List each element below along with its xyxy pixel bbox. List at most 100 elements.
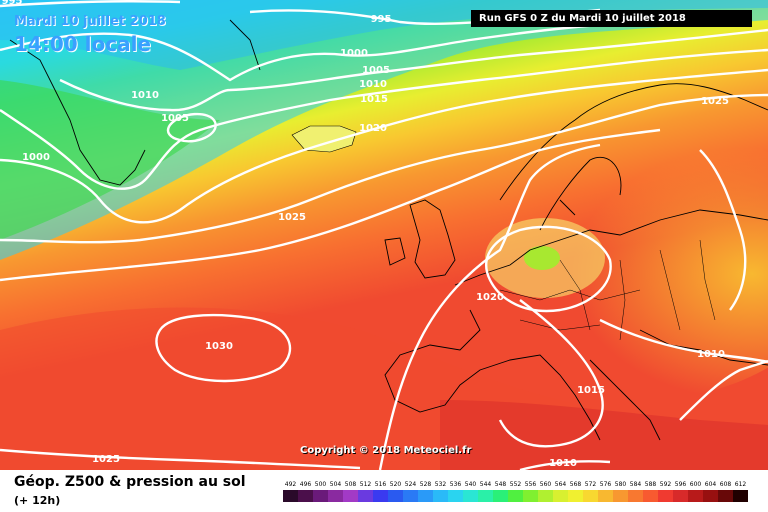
- legend-value: 492: [285, 481, 297, 488]
- legend-swatch: [373, 490, 388, 502]
- legend-swatch: [583, 490, 598, 502]
- legend-swatch: [313, 490, 328, 502]
- legend-value: 552: [510, 481, 522, 488]
- footer-subtitle: (+ 12h): [14, 494, 61, 507]
- legend-value: 568: [570, 481, 582, 488]
- legend-swatch: [628, 490, 643, 502]
- legend-value: 496: [300, 481, 312, 488]
- low-core: [524, 246, 560, 270]
- legend-swatch: [433, 490, 448, 502]
- isobar-label: 1015: [360, 94, 388, 105]
- blue-zone: [0, 0, 768, 70]
- isobar-label: 1015: [577, 385, 605, 396]
- isobar-label: 1010: [131, 90, 159, 101]
- isobar-label: 1020: [476, 292, 504, 303]
- legend-swatch: [688, 490, 703, 502]
- isobar-label: 1010: [359, 79, 387, 90]
- legend-swatch: [403, 490, 418, 502]
- legend-swatch: [598, 490, 613, 502]
- legend-value: 516: [375, 481, 387, 488]
- legend-value: 600: [690, 481, 702, 488]
- legend-value: 580: [615, 481, 627, 488]
- legend-swatch: [298, 490, 313, 502]
- legend-value: 576: [600, 481, 612, 488]
- iceland: [291, 125, 357, 153]
- isobar-label: 1010: [697, 349, 725, 360]
- legend-value: 604: [705, 481, 717, 488]
- scandinavia-coast: [499, 83, 768, 231]
- green-zone: [0, 80, 220, 240]
- legend-swatch: [388, 490, 403, 502]
- legend-value: 520: [390, 481, 402, 488]
- country-borders: [499, 239, 716, 341]
- legend-value: 508: [345, 481, 357, 488]
- legend-swatch: [283, 490, 298, 502]
- isobar-label: 1025: [701, 96, 729, 107]
- legend-swatch: [463, 490, 478, 502]
- legend-value: 540: [465, 481, 477, 488]
- map-time: 14:00 locale: [14, 32, 151, 56]
- legend-value: 548: [495, 481, 507, 488]
- legend-swatch: [718, 490, 733, 502]
- legend-value: 512: [360, 481, 372, 488]
- isobar-label: 1020: [359, 123, 387, 134]
- legend-swatch: [538, 490, 553, 502]
- legend-value: 592: [660, 481, 672, 488]
- isobar-label: 1030: [205, 341, 233, 352]
- legend-swatch: [508, 490, 523, 502]
- legend-swatch: [358, 490, 373, 502]
- legend-value: 532: [435, 481, 447, 488]
- mediterranean-hot: [440, 400, 768, 470]
- isobar-label: 1000: [22, 152, 50, 163]
- legend-swatch: [613, 490, 628, 502]
- legend-swatch: [643, 490, 658, 502]
- map-footer: Géop. Z500 & pression au sol (+ 12h) 492…: [0, 470, 768, 512]
- legend-value: 556: [525, 481, 537, 488]
- isobar-label: 1010: [549, 458, 577, 469]
- legend-value: 596: [675, 481, 687, 488]
- isobar-label: 995: [371, 14, 392, 25]
- legend-value: 524: [405, 481, 417, 488]
- copyright-notice: Copyright © 2018 Meteociel.fr: [300, 445, 472, 456]
- legend-value: 584: [630, 481, 642, 488]
- legend-value: 560: [540, 481, 552, 488]
- legend-value: 588: [645, 481, 657, 488]
- legend-swatch: [673, 490, 688, 502]
- legend-value: 500: [315, 481, 327, 488]
- legend-value: 564: [555, 481, 567, 488]
- map-date: Mardi 10 juillet 2018: [14, 14, 166, 29]
- legend-swatch: [448, 490, 463, 502]
- isobar-label: 1000: [340, 48, 368, 59]
- legend-value: 572: [585, 481, 597, 488]
- legend-swatch: [493, 490, 508, 502]
- weather-map: 995 995 1000 1005 1010 1015 1020 1010 1005 1000 10…: [0, 0, 768, 470]
- legend-swatch: [568, 490, 583, 502]
- run-info: Run GFS 0 Z du Mardi 10 juillet 2018: [471, 10, 752, 27]
- isobar-label: 1025: [278, 212, 306, 223]
- footer-title: Géop. Z500 & pression au sol: [14, 474, 246, 490]
- color-legend: 492 496 500 504 508 512 516 520 524 528 532 536 540 5…: [283, 481, 748, 502]
- legend-value: 504: [330, 481, 342, 488]
- legend-swatch: [658, 490, 673, 502]
- legend-swatch: [478, 490, 493, 502]
- greenland-coast: [9, 19, 261, 186]
- isobar-label: 995: [2, 0, 23, 7]
- legend-swatch: [343, 490, 358, 502]
- legend-value: 612: [735, 481, 747, 488]
- europe-coast: [384, 209, 768, 441]
- legend-value: 544: [480, 481, 492, 488]
- legend-value: 528: [420, 481, 432, 488]
- isobar-label: 1005: [362, 65, 390, 76]
- legend-swatch: [328, 490, 343, 502]
- legend-swatch: [703, 490, 718, 502]
- map-canvas: 995 995 1000 1005 1010 1015 1020 1010 1005 1000 10…: [0, 0, 768, 470]
- legend-swatch: [523, 490, 538, 502]
- legend-value: 608: [720, 481, 732, 488]
- legend-value: 536: [450, 481, 462, 488]
- isobar-label: 1005: [161, 113, 189, 124]
- isobar-label: 1025: [92, 454, 120, 465]
- legend-swatch: [418, 490, 433, 502]
- legend-swatch: [733, 490, 748, 502]
- british-isles: [384, 199, 456, 279]
- legend-swatch: [553, 490, 568, 502]
